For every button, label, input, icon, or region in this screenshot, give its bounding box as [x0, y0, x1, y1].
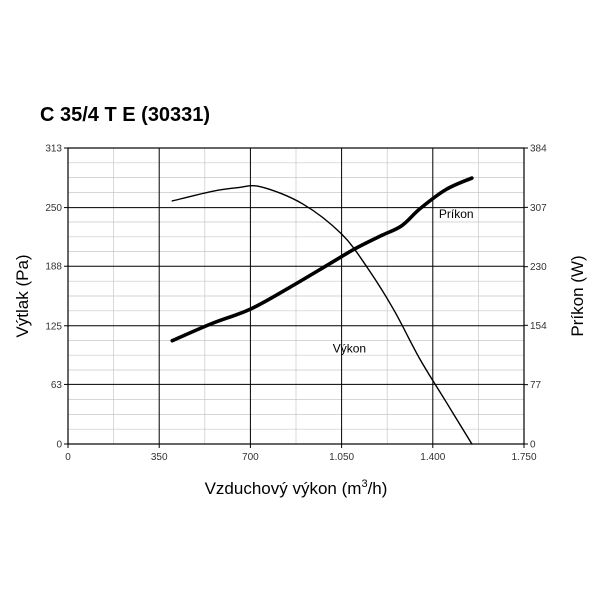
x-tick-label: 1.050	[329, 452, 354, 463]
y-left-tick-label: 250	[45, 203, 62, 214]
y-right-tick-label: 77	[530, 380, 542, 391]
y-right-tick-label: 154	[530, 321, 547, 332]
y-left-tick-label: 125	[45, 321, 62, 332]
y-left-tick-label: 188	[45, 262, 62, 273]
x-axis-label-end: /h)	[368, 479, 388, 498]
y-left-axis-ticks: 0 63 125 188 250 313	[45, 144, 68, 451]
grid-minor	[68, 148, 524, 444]
annotation-prikon: Príkon	[439, 207, 474, 221]
y-left-tick-label: 0	[56, 440, 62, 451]
x-tick-label: 700	[242, 452, 259, 463]
chart-title: C 35/4 T E (30331)	[40, 104, 210, 126]
annotation-layer: Príkon Výkon	[333, 207, 474, 355]
y-right-axis-label: Príkon (W)	[568, 255, 587, 336]
plot-frame	[67, 147, 525, 445]
x-tick-label: 350	[151, 452, 168, 463]
x-axis-label-superscript: 3	[361, 478, 367, 490]
annotation-vykon: Výkon	[333, 341, 366, 355]
x-tick-label: 1.750	[511, 452, 536, 463]
y-right-tick-label: 0	[530, 440, 536, 451]
x-axis-ticks: 0 350 700 1.050 1.400 1.750	[65, 444, 537, 463]
series-line-vykon	[171, 184, 473, 445]
series-line-prikon	[170, 176, 474, 343]
x-tick-label: 1.400	[420, 452, 445, 463]
y-right-tick-label: 307	[530, 203, 547, 214]
y-left-tick-label: 313	[45, 144, 62, 155]
series-layer	[170, 176, 474, 445]
y-right-axis-ticks: 0 77 154 230 307 384	[524, 144, 547, 451]
x-axis-label: Vzduchový výkon (m3/h)	[205, 478, 388, 498]
x-axis-label-main: Vzduchový výkon (m	[205, 479, 362, 498]
y-right-tick-label: 384	[530, 144, 547, 155]
y-left-axis-label: Výtlak (Pa)	[13, 254, 32, 337]
y-left-tick-label: 63	[51, 380, 63, 391]
x-tick-label: 0	[65, 452, 71, 463]
y-right-tick-label: 230	[530, 262, 547, 273]
